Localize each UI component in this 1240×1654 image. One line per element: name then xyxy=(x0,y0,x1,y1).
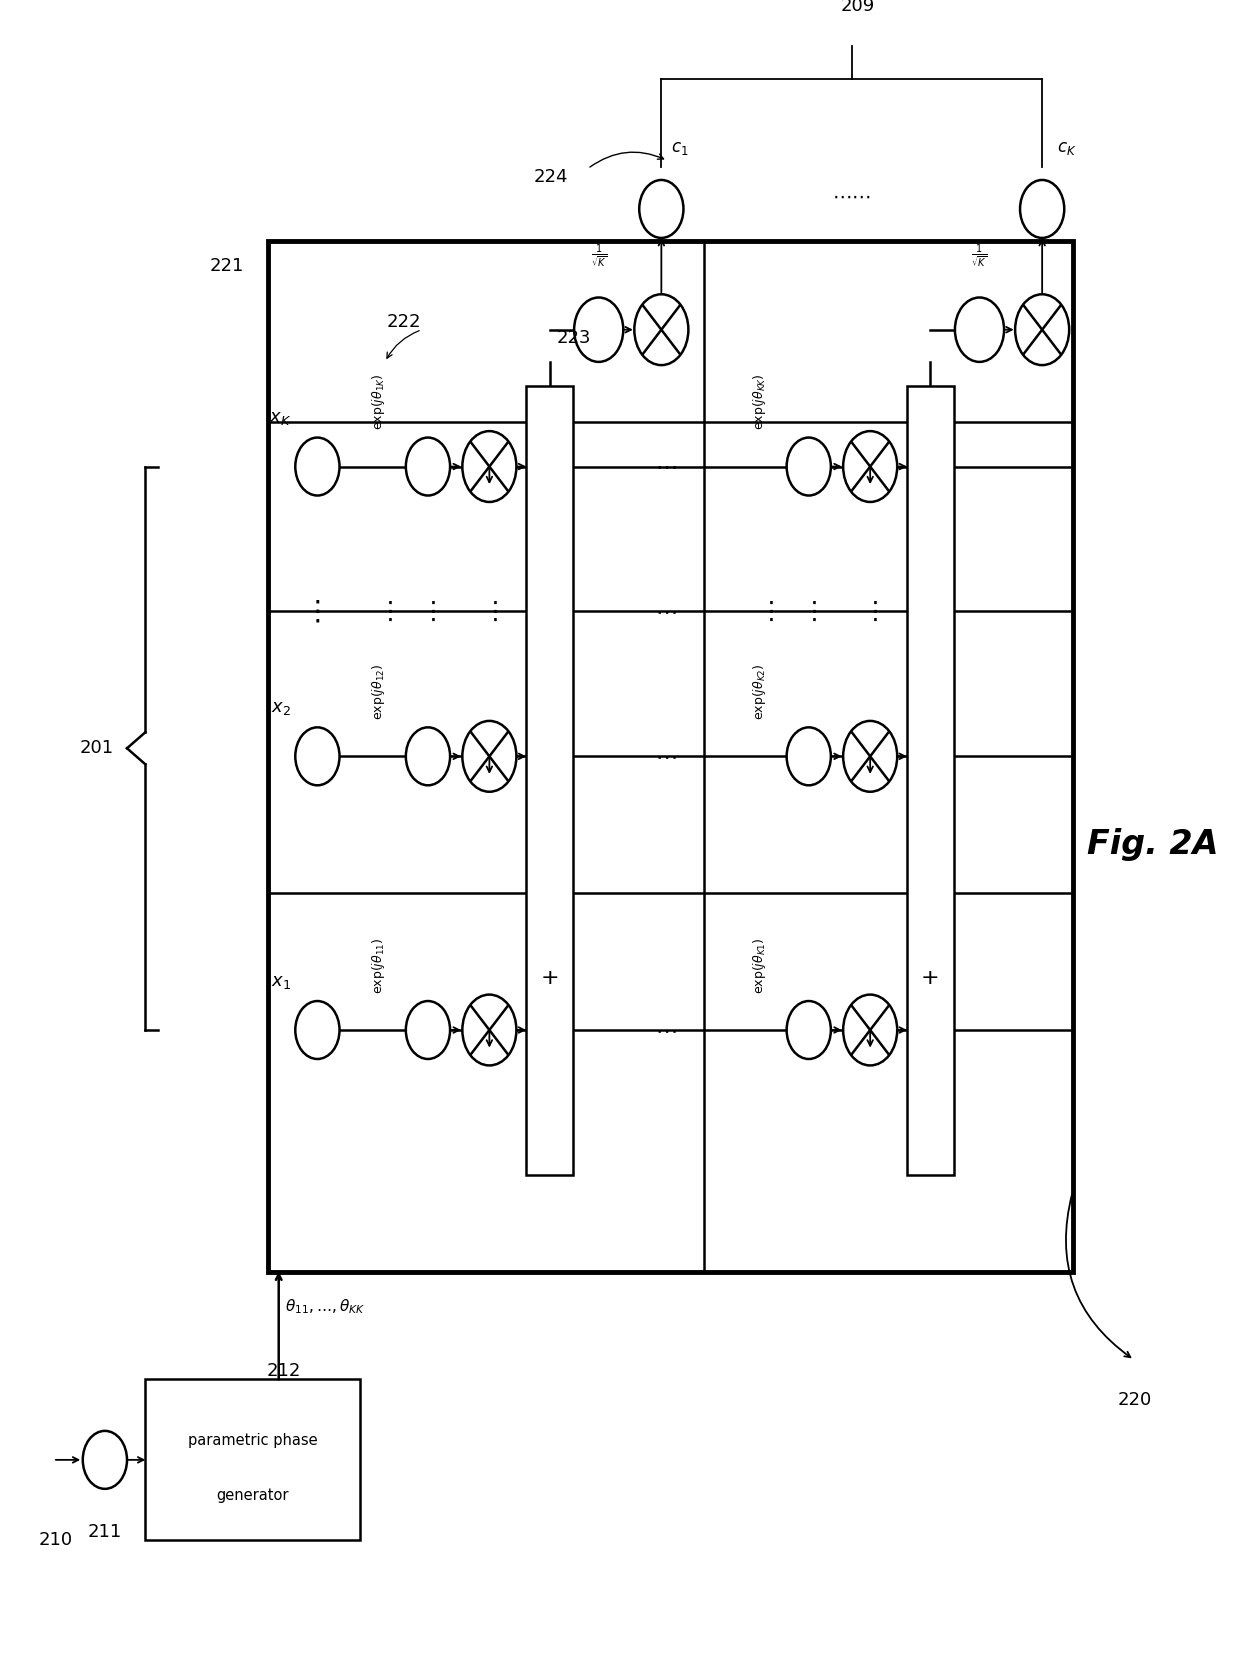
Circle shape xyxy=(463,432,516,501)
Text: $\cdots$: $\cdots$ xyxy=(656,1021,677,1040)
Text: $\vdots$: $\vdots$ xyxy=(801,599,817,624)
Text: parametric phase: parametric phase xyxy=(188,1432,317,1447)
Text: $\cdots$: $\cdots$ xyxy=(656,746,677,766)
Circle shape xyxy=(405,728,450,786)
Text: generator: generator xyxy=(217,1489,289,1503)
Circle shape xyxy=(635,294,688,366)
Text: 201: 201 xyxy=(79,739,113,758)
Text: 209: 209 xyxy=(841,0,875,15)
Text: $\vdots$: $\vdots$ xyxy=(862,599,878,624)
Text: $\exp(j\theta_{12})$: $\exp(j\theta_{12})$ xyxy=(371,663,387,719)
Text: $x_1$: $x_1$ xyxy=(270,973,290,991)
Text: $\exp(j\theta_{11})$: $\exp(j\theta_{11})$ xyxy=(371,938,387,994)
Circle shape xyxy=(640,180,683,238)
Circle shape xyxy=(1016,294,1069,366)
Circle shape xyxy=(843,994,898,1065)
Text: $\cdots$: $\cdots$ xyxy=(656,457,677,476)
Text: $\frac{1}{\sqrt{K}}$: $\frac{1}{\sqrt{K}}$ xyxy=(590,243,606,271)
Text: $\exp(j\theta_{K2})$: $\exp(j\theta_{K2})$ xyxy=(751,663,768,719)
Text: 222: 222 xyxy=(386,313,420,331)
Circle shape xyxy=(405,438,450,496)
Text: 223: 223 xyxy=(557,329,591,347)
Circle shape xyxy=(83,1431,126,1489)
Text: $\cdots$: $\cdots$ xyxy=(656,602,677,622)
Text: $x_2$: $x_2$ xyxy=(270,700,290,718)
Text: $\cdots\cdots$: $\cdots\cdots$ xyxy=(832,187,872,205)
Text: $\exp(j\theta_{KK})$: $\exp(j\theta_{KK})$ xyxy=(751,374,768,430)
Text: 221: 221 xyxy=(210,258,244,275)
Circle shape xyxy=(574,298,624,362)
Circle shape xyxy=(786,438,831,496)
Text: $\vdots$: $\vdots$ xyxy=(481,599,497,624)
Text: 212: 212 xyxy=(267,1363,301,1381)
Bar xyxy=(145,1379,361,1540)
Text: $\frac{1}{\sqrt{K}}$: $\frac{1}{\sqrt{K}}$ xyxy=(971,243,987,271)
Text: $\vdots$: $\vdots$ xyxy=(303,597,320,625)
Circle shape xyxy=(786,1001,831,1059)
Text: $\exp(j\theta_{1K})$: $\exp(j\theta_{1K})$ xyxy=(371,374,387,430)
Text: 220: 220 xyxy=(1117,1391,1152,1409)
Text: $\exp(j\theta_{K1})$: $\exp(j\theta_{K1})$ xyxy=(751,938,768,994)
Bar xyxy=(526,385,573,1174)
Text: $c_1$: $c_1$ xyxy=(671,139,688,157)
Text: $\theta_{11},\ldots,\theta_{KK}$: $\theta_{11},\ldots,\theta_{KK}$ xyxy=(285,1298,365,1317)
Text: 211: 211 xyxy=(88,1523,122,1542)
Text: $\vdots$: $\vdots$ xyxy=(377,599,393,624)
Circle shape xyxy=(463,994,516,1065)
Text: 224: 224 xyxy=(533,167,568,185)
Text: +: + xyxy=(541,968,559,987)
Circle shape xyxy=(295,728,340,786)
Text: Fig. 2A: Fig. 2A xyxy=(1087,829,1219,862)
Circle shape xyxy=(405,1001,450,1059)
Circle shape xyxy=(955,298,1004,362)
Text: +: + xyxy=(921,968,940,987)
Circle shape xyxy=(463,721,516,792)
Circle shape xyxy=(843,432,898,501)
Text: $\vdots$: $\vdots$ xyxy=(758,599,774,624)
Circle shape xyxy=(843,721,898,792)
Text: $c_K$: $c_K$ xyxy=(1056,139,1076,157)
Text: $\vdots$: $\vdots$ xyxy=(420,599,435,624)
Bar xyxy=(268,241,1073,1272)
Circle shape xyxy=(295,438,340,496)
Text: $x_K$: $x_K$ xyxy=(269,409,291,427)
Bar xyxy=(906,385,954,1174)
Circle shape xyxy=(295,1001,340,1059)
Circle shape xyxy=(786,728,831,786)
Circle shape xyxy=(1021,180,1064,238)
Text: 210: 210 xyxy=(38,1532,73,1550)
